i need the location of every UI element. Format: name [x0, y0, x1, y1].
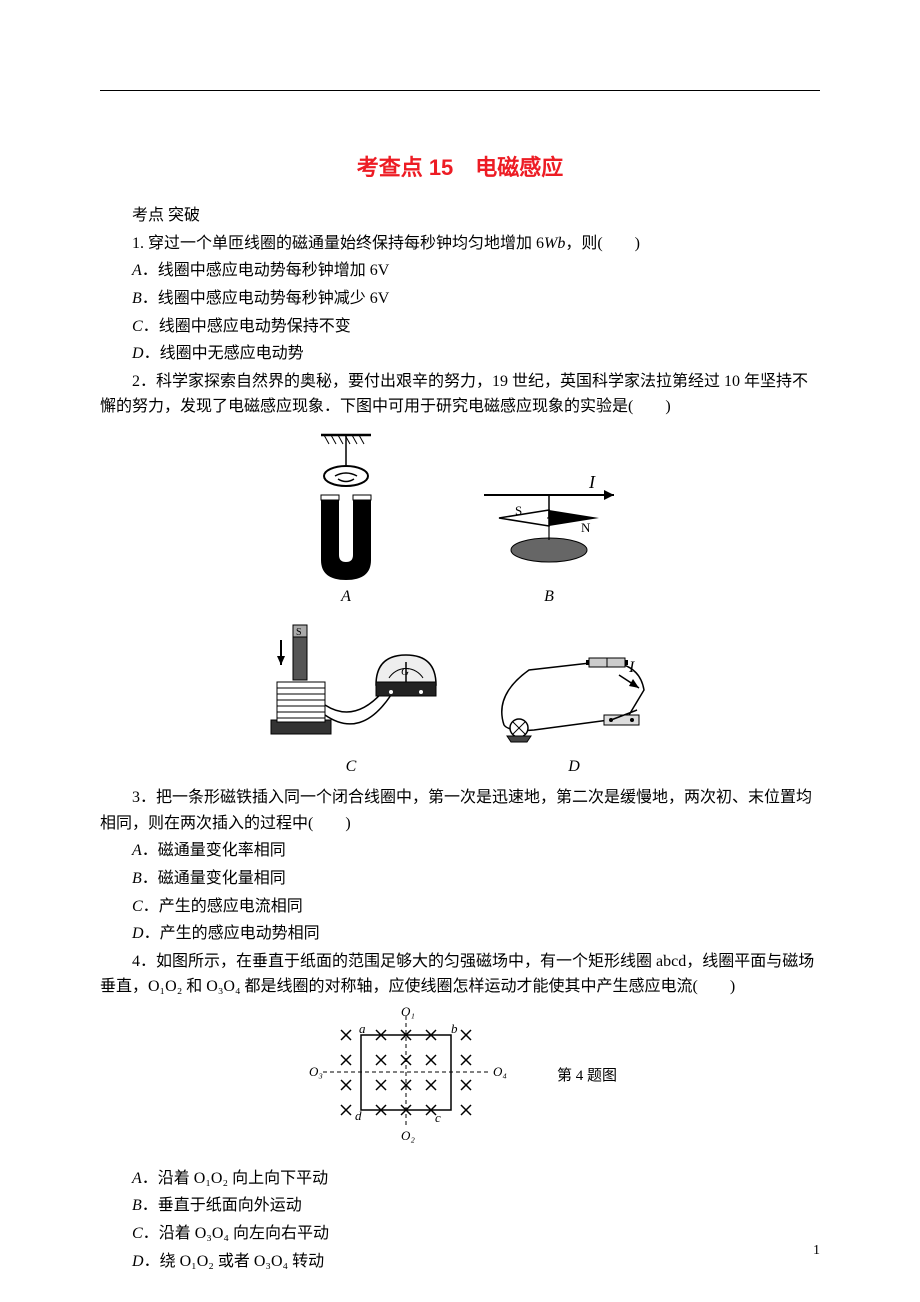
q2D-label-I: I	[628, 659, 635, 676]
top-rule	[100, 90, 820, 91]
q3-option-A: A．磁通量变化率相同	[100, 838, 820, 864]
q4C-text: 沿着 O₃O₄ 向左向右平动	[159, 1225, 329, 1242]
q4B-text: 垂直于纸面向外运动	[158, 1197, 302, 1214]
q4-figure-wrap: O₁ O₂ O₃ O₄ a b c d 第 4 题图	[100, 1006, 820, 1146]
q2-figures-row2: S G I	[100, 620, 820, 750]
q1-option-A: A．线圈中感应电动势每秒钟增加 6V	[100, 258, 820, 284]
q2-figure-C: S G	[251, 620, 451, 750]
q2-label-B: B	[469, 584, 629, 610]
page-number: 1	[813, 1240, 820, 1262]
q4D-text: 绕 O₁O₂ 或者 O₃O₄ 转动	[160, 1253, 325, 1270]
q1C-text: 线圈中感应电动势保持不变	[159, 318, 351, 335]
q4-caption: 第 4 题图	[557, 1064, 617, 1088]
q4-label-b: b	[451, 1021, 458, 1036]
q2B-label-I: I	[588, 472, 596, 492]
section-label: 考点 突破	[100, 203, 820, 229]
q2B-label-N: N	[581, 520, 591, 535]
q4-option-B: B．垂直于纸面向外运动	[100, 1193, 820, 1219]
q4-option-D: D．绕 O₁O₂ 或者 O₃O₄ 转动	[100, 1249, 820, 1275]
q2-label-C: C	[251, 754, 451, 780]
q4-label-O3: O₃	[309, 1064, 323, 1079]
q2-figure-A	[291, 430, 401, 580]
q3A-text: 磁通量变化率相同	[158, 842, 286, 859]
q3-option-B: B．磁通量变化量相同	[100, 866, 820, 892]
q3D-text: 产生的感应电动势相同	[160, 925, 320, 942]
q4-option-A: A．沿着 O₁O₂ 向上向下平动	[100, 1166, 820, 1192]
q2C-label-S: S	[296, 627, 302, 638]
q1-option-D: D．线圈中无感应电动势	[100, 341, 820, 367]
q4-figure: O₁ O₂ O₃ O₄ a b c d	[303, 1006, 523, 1146]
q2-labels-row2: C D	[100, 754, 820, 780]
q1-stem: 1. 穿过一个单匝线圈的磁通量始终保持每秒钟均匀地增加 6Wb，则( )	[100, 231, 820, 257]
q2C-label-G: G	[401, 666, 409, 678]
q4-label-O4: O₄	[493, 1064, 507, 1079]
q4-option-C: C．沿着 O₃O₄ 向左向右平动	[100, 1221, 820, 1247]
q4-label-O1: O₁	[401, 1006, 415, 1019]
q4-label-a: a	[359, 1021, 366, 1036]
q3-option-C: C．产生的感应电流相同	[100, 894, 820, 920]
q2-figure-B: I S N	[469, 470, 629, 580]
q4A-text: 沿着 O₁O₂ 向上向下平动	[158, 1170, 328, 1187]
q2B-label-S: S	[515, 503, 522, 518]
q1D-text: 线圈中无感应电动势	[160, 345, 304, 362]
q3C-text: 产生的感应电流相同	[159, 898, 303, 915]
q3-option-D: D．产生的感应电动势相同	[100, 921, 820, 947]
q1-option-C: C．线圈中感应电动势保持不变	[100, 314, 820, 340]
q4-label-c: c	[435, 1110, 441, 1125]
q3B-text: 磁通量变化量相同	[158, 870, 286, 887]
q2-stem: 2．科学家探索自然界的奥秘，要付出艰辛的努力，19 世纪，英国科学家法拉第经过 …	[100, 369, 820, 420]
q2-labels-row1: A B	[100, 584, 820, 610]
q2-figures-row1: I S N	[100, 430, 820, 580]
q2-label-A: A	[291, 584, 401, 610]
q1A-text: 线圈中感应电动势每秒钟增加 6V	[158, 262, 390, 279]
q2-figure-D: I	[479, 640, 669, 750]
q3-stem: 3．把一条形磁铁插入同一个闭合线圈中，第一次是迅速地，第二次是缓慢地，两次初、末…	[100, 785, 820, 836]
q4-label-O2: O₂	[401, 1128, 415, 1143]
q2-label-D: D	[479, 754, 669, 780]
q1B-text: 线圈中感应电动势每秒钟减少 6V	[158, 290, 390, 307]
page-title: 考查点 15 电磁感应	[100, 150, 820, 185]
q4-label-d: d	[355, 1108, 362, 1123]
q1-option-B: B．线圈中感应电动势每秒钟减少 6V	[100, 286, 820, 312]
q4-stem: 4．如图所示，在垂直于纸面的范围足够大的匀强磁场中，有一个矩形线圈 abcd，线…	[100, 949, 820, 1000]
